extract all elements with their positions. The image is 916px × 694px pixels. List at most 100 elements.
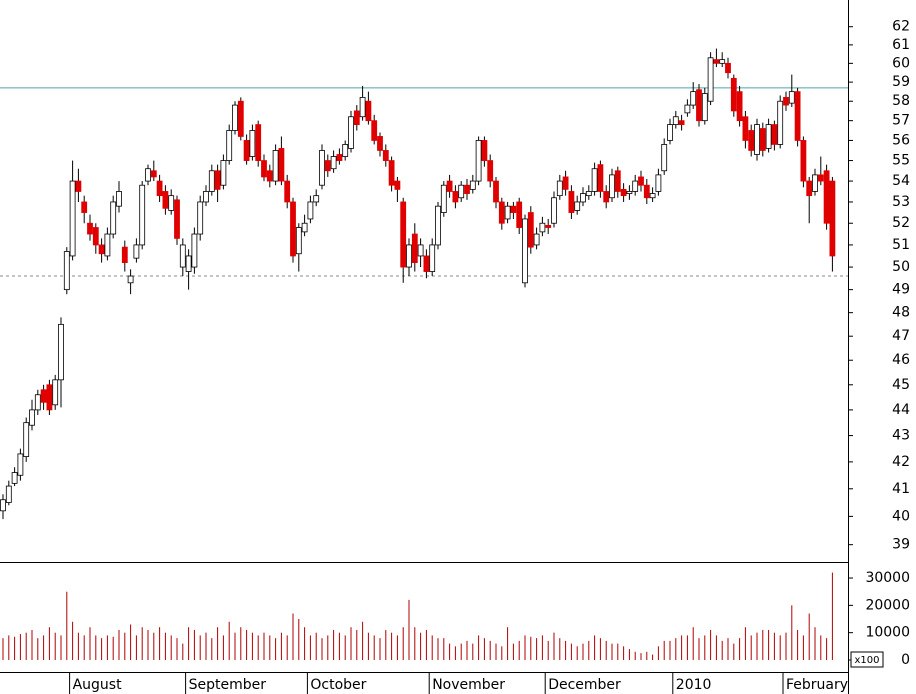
candle-body <box>556 180 563 197</box>
candle-body <box>313 195 320 203</box>
candle-body <box>754 124 760 155</box>
candle-body <box>533 233 540 246</box>
candle-body <box>667 124 673 141</box>
candle-body <box>730 77 737 112</box>
candle-body <box>359 96 366 118</box>
candle-body <box>23 422 30 457</box>
candle-body <box>643 184 650 199</box>
candle-body <box>678 120 685 125</box>
candle-body <box>748 130 755 151</box>
candle-body <box>220 160 227 186</box>
candle-body <box>145 168 151 182</box>
candle-body <box>690 91 697 106</box>
candle-body <box>672 116 679 125</box>
candle-body <box>806 180 813 197</box>
candle-body <box>725 62 731 74</box>
candle-body <box>92 227 99 246</box>
candle-body <box>655 174 662 192</box>
candle-body <box>87 222 93 235</box>
candle-body <box>545 224 552 228</box>
candle-body <box>829 180 836 257</box>
candle-body <box>81 201 88 213</box>
y-tick-label: 57 <box>892 113 910 129</box>
candle-body <box>139 184 146 246</box>
candle-body <box>493 180 499 203</box>
candle-body <box>464 184 470 194</box>
candle-body <box>481 140 488 161</box>
candle-body <box>319 150 325 186</box>
annotation: x100 <box>854 655 879 666</box>
candle-body <box>330 156 337 170</box>
candle-body <box>301 222 308 233</box>
candle-body <box>458 184 465 199</box>
candle-body <box>539 222 546 233</box>
candle-body <box>812 174 818 192</box>
y-tick-label: 41 <box>892 481 910 497</box>
y-tick-label: 44 <box>892 402 910 418</box>
candle-body <box>232 104 238 131</box>
candle-body <box>40 389 47 403</box>
candle-body <box>794 91 801 141</box>
candle-body <box>75 180 82 192</box>
y-tick-label: 10000 <box>865 625 910 641</box>
y-tick-label: 40 <box>892 508 910 524</box>
candle-body <box>29 409 35 426</box>
candle-body <box>423 255 430 272</box>
y-tick-label: 60 <box>892 55 910 71</box>
candle-body <box>214 170 221 190</box>
candle-body <box>574 201 581 211</box>
candle-body <box>597 164 604 192</box>
y-tick-label: 20000 <box>865 597 910 613</box>
y-tick-label: 62 <box>892 19 910 35</box>
candle-body <box>759 128 766 151</box>
candle-body <box>156 180 163 197</box>
candle-body <box>168 195 175 211</box>
candle-body <box>580 193 586 203</box>
candle-body <box>284 180 291 203</box>
candle-body <box>52 379 59 406</box>
candle-body <box>290 201 296 257</box>
candle-body <box>823 170 830 224</box>
candle-body <box>429 244 436 272</box>
candle-body <box>46 384 53 411</box>
candle-body <box>197 201 204 235</box>
candle-body <box>469 180 476 190</box>
candle-body <box>116 191 122 207</box>
y-tick-label: 42 <box>892 454 910 470</box>
candle-body <box>435 205 441 246</box>
candle-body <box>585 191 592 197</box>
candle-body <box>255 124 262 161</box>
candle-body <box>162 191 169 209</box>
candle-body <box>324 160 331 172</box>
candle-body <box>400 201 407 268</box>
candle-body <box>487 160 494 182</box>
y-tick-label: 45 <box>892 377 910 393</box>
candle-body <box>185 255 192 272</box>
y-tick-label: 61 <box>892 37 910 53</box>
y-tick-label: 56 <box>892 132 910 148</box>
y-tick-label: 50 <box>892 259 910 275</box>
candle-body <box>661 144 668 172</box>
candle-body <box>696 89 702 122</box>
y-tick-label: 51 <box>892 237 910 253</box>
candle-body <box>713 59 720 64</box>
x-tick-label: September <box>189 677 267 693</box>
y-tick-label: 54 <box>892 173 910 189</box>
y-tick-label: 49 <box>892 282 910 298</box>
candle-body <box>272 150 279 182</box>
x-tick-label: November <box>432 677 505 693</box>
candle-body <box>475 140 482 182</box>
candle-body <box>394 180 401 190</box>
candle-body <box>110 201 117 235</box>
candle-body <box>498 201 505 224</box>
candle-body <box>133 244 140 259</box>
y-tick-label: 46 <box>892 352 910 368</box>
candle-body <box>69 180 76 257</box>
candle-body <box>34 394 41 411</box>
candle-body <box>765 124 772 149</box>
y-tick-label: 30000 <box>865 570 910 586</box>
y-tick-label: 48 <box>892 305 910 321</box>
candle-body <box>150 170 157 178</box>
candle-body <box>504 205 511 220</box>
